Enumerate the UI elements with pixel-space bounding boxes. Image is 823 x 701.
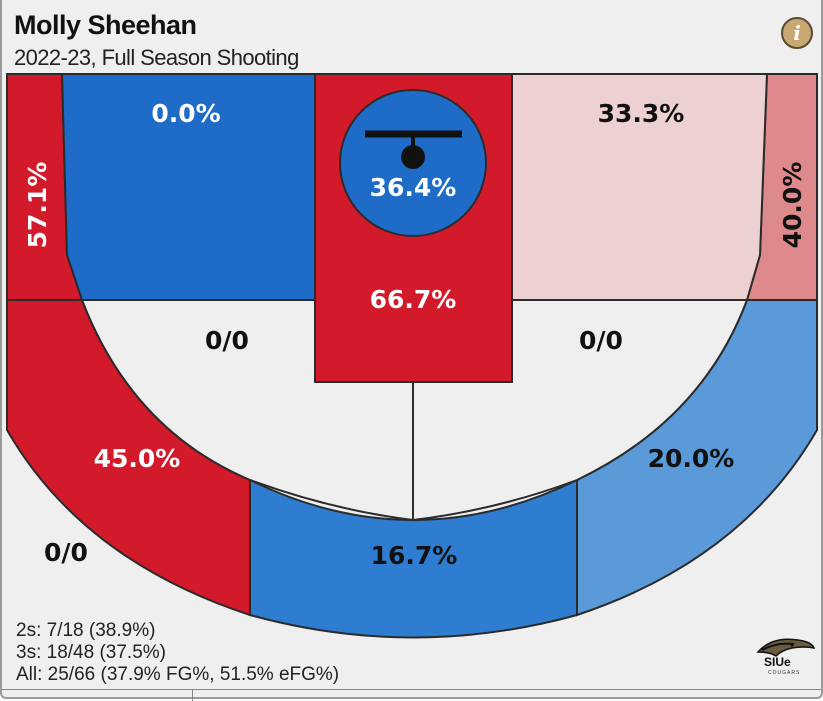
logo-text: SIUe: [764, 655, 791, 669]
label-top-key-three: 16.7%: [371, 541, 458, 570]
twos-stat: 2s: 7/18 (38.9%): [16, 620, 156, 641]
label-right-corner-three: 40.0%: [778, 162, 807, 249]
label-right-wing-two: 0/0: [579, 326, 623, 355]
label-right-wing-three: 20.0%: [648, 444, 735, 473]
label-rim: 36.4%: [370, 173, 457, 202]
all-stat: All: 25/66 (37.9% FG%, 51.5% eFG%): [16, 664, 340, 685]
label-left-baseline-two: 0.0%: [151, 99, 220, 128]
label-paint: 66.7%: [370, 285, 457, 314]
threes-stat: 3s: 18/48 (37.5%): [16, 642, 166, 663]
footer-divider: [2, 689, 821, 690]
label-left-corner-three: 57.1%: [23, 162, 52, 249]
info-icon[interactable]: i: [781, 17, 813, 49]
player-name: Molly Sheehan: [14, 10, 197, 40]
logo-subtext: COUGARS: [768, 670, 800, 676]
label-right-baseline-two: 33.3%: [598, 99, 685, 128]
season-subtitle: 2022-23, Full Season Shooting: [14, 45, 299, 70]
label-left-wing-three: 45.0%: [94, 444, 181, 473]
zone-left-wing-two: [80, 299, 414, 522]
footer-tab-divider: [192, 689, 193, 701]
label-left-wing-two: 0/0: [205, 326, 249, 355]
siue-cougar-logo: SIUe COUGARS: [756, 638, 816, 676]
zone-right-wing-two: [412, 299, 749, 522]
hoop: [401, 145, 425, 169]
header: Molly Sheehan 2022-23, Full Season Shoot…: [2, 0, 821, 74]
label-left-deep-three: 0/0: [44, 538, 88, 567]
shooting-summary: 2s: 7/18 (38.9%) 3s: 18/48 (37.5%) All: …: [16, 620, 339, 686]
